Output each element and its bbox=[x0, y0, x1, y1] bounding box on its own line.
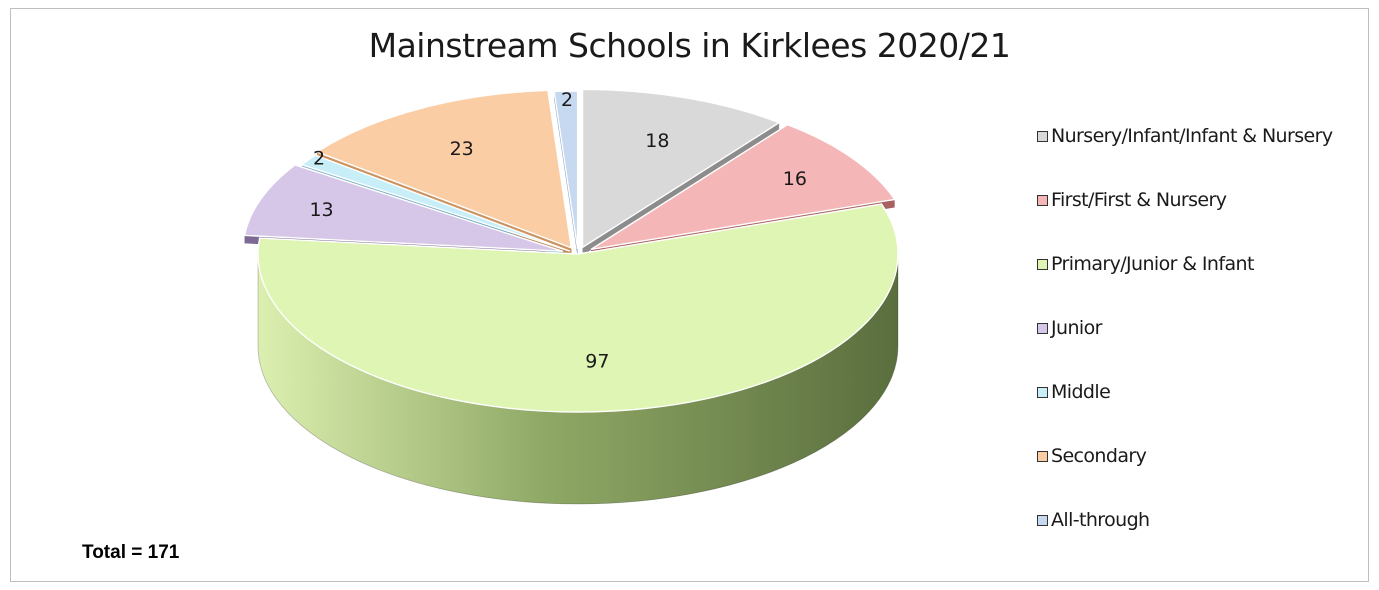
data-label-all-through: 2 bbox=[561, 89, 573, 111]
legend-swatch bbox=[1037, 130, 1048, 142]
pie-slice-first bbox=[590, 123, 896, 251]
data-label-first: 16 bbox=[783, 168, 807, 190]
legend-label: All-through bbox=[1051, 509, 1150, 531]
pie-slice-primary bbox=[257, 203, 899, 413]
pie-slice-nursery-infant bbox=[581, 88, 781, 249]
data-label-middle: 2 bbox=[313, 148, 325, 170]
legend-label: Primary/Junior & Infant bbox=[1051, 253, 1254, 275]
pie-slice-all-through bbox=[553, 90, 579, 250]
pie-edge-nursery-infant-1 bbox=[582, 122, 780, 256]
data-label-junior: 13 bbox=[309, 199, 333, 221]
legend-item-secondary: Secondary bbox=[1037, 442, 1147, 470]
legend-label: Junior bbox=[1051, 317, 1102, 339]
pie-tops bbox=[243, 88, 899, 413]
pie-labels: 18 16 97 13 2 23 2 bbox=[309, 89, 806, 372]
legend-swatch bbox=[1037, 450, 1048, 462]
legend-item-junior: Junior bbox=[1037, 314, 1102, 342]
legend-item-primary: Primary/Junior & Infant bbox=[1037, 250, 1254, 278]
legend-label: First/First & Nursery bbox=[1051, 189, 1227, 211]
pie-slice-middle bbox=[300, 154, 571, 252]
total-label: Total = 171 bbox=[82, 542, 180, 563]
legend-label: Middle bbox=[1051, 381, 1111, 403]
legend-label: Secondary bbox=[1051, 445, 1147, 467]
legend-item-all-through: All-through bbox=[1037, 506, 1150, 534]
chart-title: Mainstream Schools in Kirklees 2020/21 bbox=[368, 26, 1011, 65]
legend-swatch bbox=[1037, 514, 1048, 526]
data-label-secondary: 23 bbox=[450, 138, 474, 160]
legend-item-first: First/First & Nursery bbox=[1037, 186, 1227, 214]
legend-swatch bbox=[1037, 194, 1048, 206]
legend-swatch bbox=[1037, 258, 1048, 270]
legend-item-middle: Middle bbox=[1037, 378, 1111, 406]
pie-slice-junior bbox=[243, 164, 564, 253]
legend-item-nursery-infant: Nursery/Infant/Infant & Nursery bbox=[1037, 122, 1333, 150]
legend-swatch bbox=[1037, 322, 1048, 334]
pie-slice-secondary bbox=[315, 89, 573, 249]
data-label-primary: 97 bbox=[585, 350, 609, 372]
data-label-nursery-infant: 18 bbox=[645, 130, 669, 152]
legend-label: Nursery/Infant/Infant & Nursery bbox=[1051, 125, 1333, 147]
legend-swatch bbox=[1037, 386, 1048, 398]
